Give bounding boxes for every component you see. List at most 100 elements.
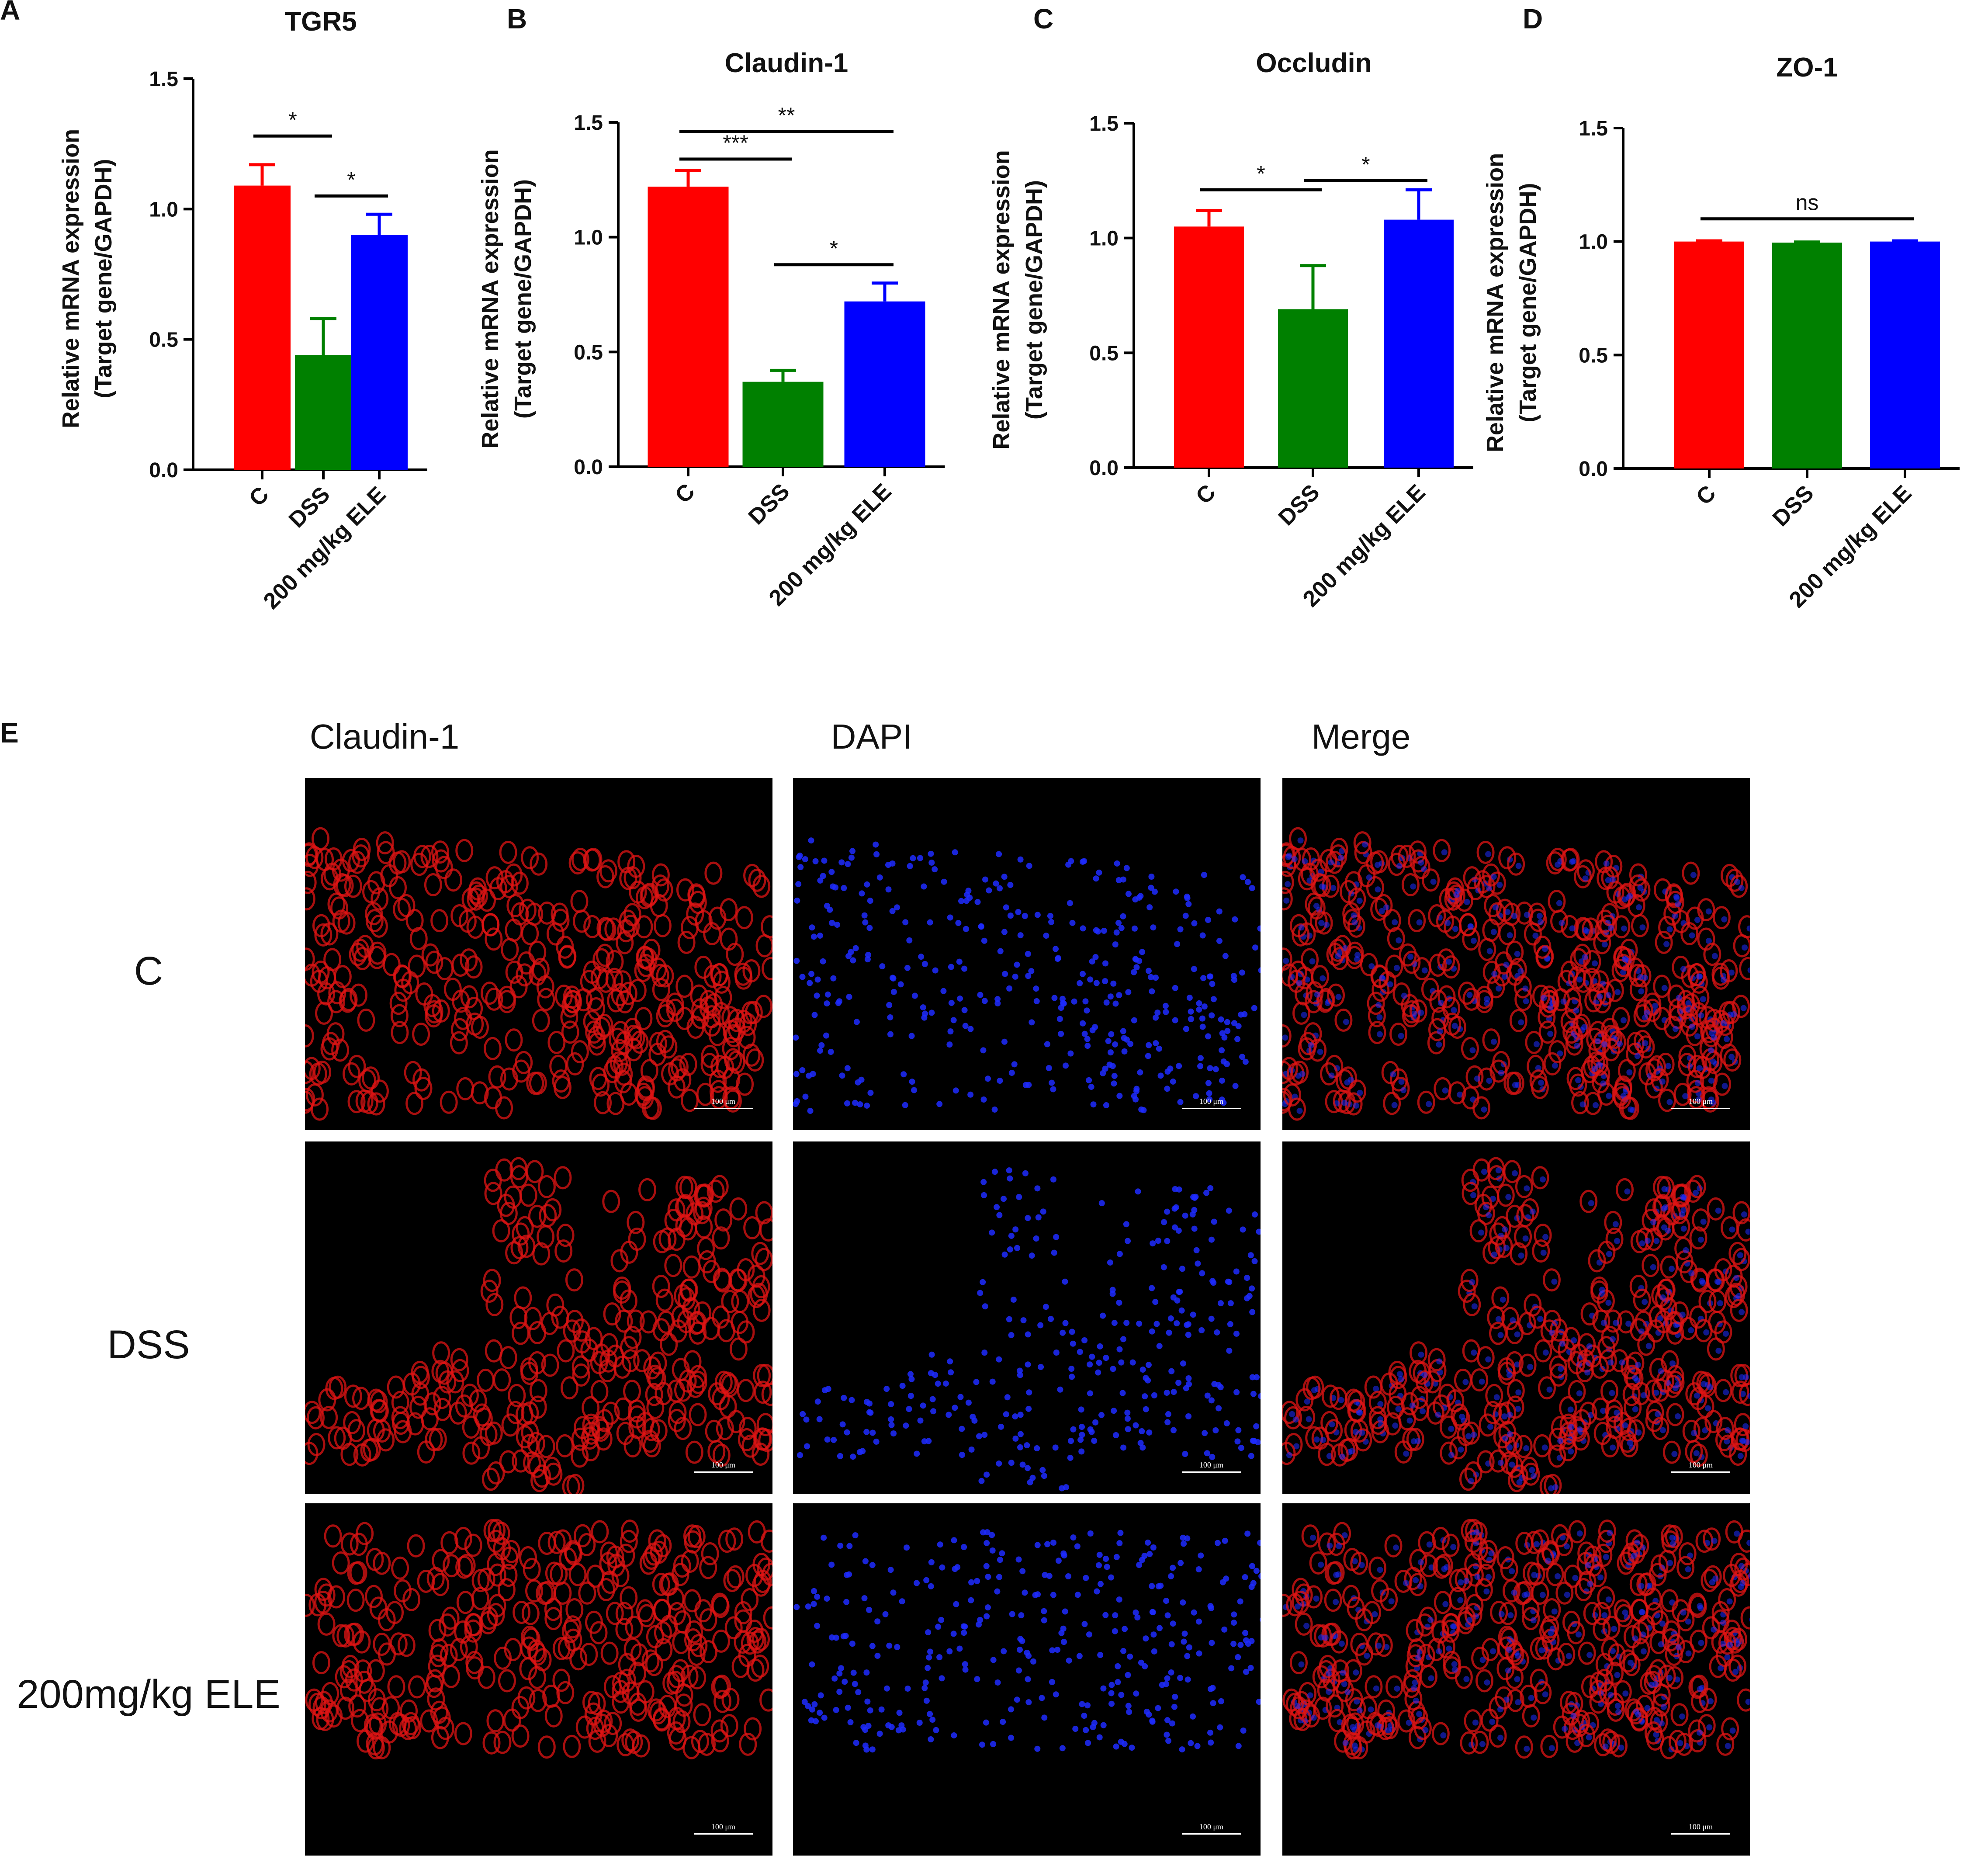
y-tick-label: 0.5 — [1089, 342, 1119, 365]
bar — [1870, 241, 1940, 468]
bar — [1674, 241, 1744, 468]
chart-title: TGR5 — [284, 7, 357, 37]
y-tick-label: 0.0 — [1089, 457, 1119, 480]
y-tick-label: 1.0 — [1579, 231, 1608, 254]
bar — [234, 185, 291, 470]
bar — [648, 187, 729, 467]
tissue-drawing — [797, 1167, 1261, 1492]
y-tick-label: 1.5 — [149, 68, 178, 91]
chart-title: Occludin — [1256, 48, 1372, 78]
micrograph-ele-merge: 100 μm — [1282, 1503, 1750, 1856]
scale-bar — [1182, 1833, 1241, 1835]
y-axis-label: Relative mRNA expression — [477, 149, 503, 448]
y-tick-label: 1.5 — [1579, 117, 1608, 140]
scale-label: 100 μm — [711, 1461, 735, 1469]
scale-bar — [1182, 1471, 1241, 1473]
tissue-drawing — [793, 1529, 1261, 1753]
tissue-drawing — [305, 1519, 772, 1760]
scale-bar — [694, 1108, 753, 1109]
scale-bar — [1671, 1833, 1730, 1835]
micrograph-dss-merge: 100 μm — [1282, 1141, 1750, 1494]
panel-e-letter: E — [0, 717, 19, 749]
panel-letter: D — [1523, 3, 1543, 35]
bar — [295, 355, 352, 470]
col-header-dapi: DAPI — [831, 717, 913, 756]
scale-bar — [694, 1833, 753, 1835]
col-header-claudin: Claudin-1 — [309, 717, 460, 756]
bar — [1174, 226, 1244, 468]
tissue-drawing — [1282, 1519, 1750, 1760]
x-tick-label: C — [1691, 480, 1721, 510]
significance-label: *** — [723, 131, 748, 155]
row-label-ele: 200mg/kg ELE — [17, 1672, 281, 1717]
x-tick-label: DSS — [284, 482, 335, 533]
x-tick-label: C — [1191, 479, 1221, 509]
scale-label: 100 μm — [1688, 1097, 1713, 1106]
col-header-merge: Merge — [1311, 717, 1411, 756]
scale-bar — [1671, 1108, 1730, 1109]
y-axis-label: Relative mRNA expression — [58, 129, 84, 428]
y-tick-label: 1.0 — [574, 226, 603, 250]
y-tick-label: 1.0 — [1089, 227, 1119, 250]
significance-label: * — [347, 168, 355, 192]
significance-label: * — [1361, 152, 1370, 177]
bar — [1278, 309, 1348, 468]
y-axis-label: (Target gene/GAPDH) — [1021, 180, 1047, 420]
tissue-drawing — [305, 827, 772, 1121]
y-tick-label: 0.5 — [149, 329, 178, 352]
significance-label: ns — [1796, 191, 1819, 215]
micrograph-c-claudin: 100 μm — [305, 778, 772, 1130]
scale-label: 100 μm — [1199, 1822, 1223, 1831]
panel-letter: B — [507, 3, 527, 35]
y-axis-label: (Target gene/GAPDH) — [1515, 183, 1541, 422]
scale-label: 100 μm — [711, 1097, 735, 1106]
x-tick-label: DSS — [1768, 480, 1819, 531]
bar — [351, 235, 408, 470]
scale-bar — [694, 1471, 753, 1473]
y-tick-label: 0.5 — [574, 341, 603, 364]
micrograph-ele-dapi: 100 μm — [793, 1503, 1261, 1856]
scale-label: 100 μm — [1199, 1097, 1223, 1106]
y-axis-label: (Target gene/GAPDH) — [90, 159, 117, 398]
y-tick-label: 0.0 — [149, 459, 178, 482]
panel-letter: C — [1033, 3, 1053, 35]
y-tick-label: 1.5 — [574, 111, 603, 135]
x-tick-label: C — [244, 482, 274, 511]
micrograph-dss-dapi: 100 μm — [793, 1141, 1261, 1494]
x-tick-label: C — [670, 479, 700, 508]
y-axis-label: Relative mRNA expression — [988, 150, 1015, 449]
scale-label: 100 μm — [1199, 1461, 1223, 1469]
chart-title: Claudin-1 — [725, 48, 848, 78]
tissue-drawing — [1282, 827, 1750, 1121]
scale-bar — [1671, 1471, 1730, 1473]
micrograph-dss-claudin: 100 μm — [305, 1141, 772, 1494]
row-label-dss: DSS — [107, 1322, 190, 1367]
x-tick-label: DSS — [744, 479, 795, 530]
y-tick-label: 0.0 — [574, 456, 603, 479]
bar — [1384, 219, 1454, 468]
significance-label: * — [1257, 161, 1265, 186]
y-tick-label: 1.0 — [149, 198, 178, 221]
bar — [844, 301, 925, 467]
significance-label: ** — [778, 103, 795, 128]
tissue-drawing — [793, 837, 1261, 1114]
tissue-drawing — [1282, 1157, 1750, 1494]
scale-bar — [1182, 1108, 1241, 1109]
scale-label: 100 μm — [1688, 1822, 1713, 1831]
y-axis-label: (Target gene/GAPDH) — [510, 179, 536, 419]
y-tick-label: 1.5 — [1089, 112, 1119, 135]
micrograph-ele-claudin: 100 μm — [305, 1503, 772, 1856]
y-tick-label: 0.0 — [1579, 458, 1608, 481]
micrograph-c-dapi: 100 μm — [793, 778, 1261, 1130]
scale-label: 100 μm — [1688, 1461, 1713, 1469]
scale-label: 100 μm — [711, 1822, 735, 1831]
row-label-c: C — [134, 949, 163, 993]
bar — [1772, 243, 1842, 468]
significance-label: * — [288, 108, 297, 132]
panel-letter: A — [0, 0, 20, 26]
bar — [742, 382, 824, 467]
significance-label: * — [830, 236, 838, 261]
tissue-drawing — [305, 1157, 772, 1494]
y-tick-label: 0.5 — [1579, 344, 1608, 367]
